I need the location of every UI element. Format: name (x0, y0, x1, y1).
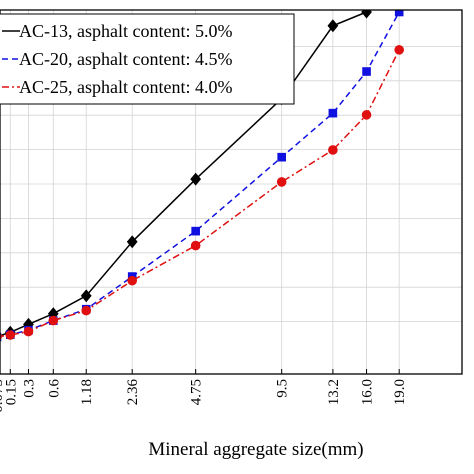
data-point (361, 10, 372, 19)
data-point (276, 177, 287, 187)
data-point (394, 10, 404, 17)
series-line (0, 49, 400, 338)
legend-entry: AC-13, asphalt content: 5.0% (2, 21, 232, 41)
legend-label: AC-20, asphalt content: 4.5% (19, 49, 232, 69)
data-point (361, 110, 372, 120)
x-tick-label: 9.5 (275, 379, 291, 398)
x-tick-label: 1.18 (79, 379, 95, 405)
legend-entry: AC-25, asphalt content: 4.0% (2, 77, 232, 97)
x-tick-label: 0.15 (3, 379, 19, 405)
data-point (328, 145, 338, 155)
x-tick-label: 0.6 (46, 379, 62, 398)
legend-box (0, 13, 295, 105)
x-tick-label: 13.2 (326, 379, 342, 405)
data-point (190, 240, 201, 251)
data-point (5, 330, 16, 340)
x-tick-label: 2.36 (125, 379, 141, 406)
data-point (190, 172, 202, 186)
x-tick-label: 16.0 (360, 379, 376, 405)
data-point (81, 305, 92, 316)
data-point (48, 315, 59, 326)
x-tick-label: 0.075 (0, 379, 6, 413)
data-point (126, 235, 138, 249)
data-point (80, 289, 92, 303)
x-tick-label: 19.0 (392, 379, 408, 405)
data-point (277, 152, 286, 162)
plot-frame (0, 9, 463, 375)
data-point (23, 326, 34, 337)
legend-label: AC-25, asphalt content: 4.0% (19, 77, 232, 97)
x-axis-title: Mineral aggregate size(mm) (148, 439, 363, 460)
legend-entry: AC-20, asphalt content: 4.5% (2, 49, 232, 69)
legend-label: AC-13, asphalt content: 5.0% (19, 21, 232, 41)
legend: AC-13, asphalt content: 5.0% AC-20, aspha… (0, 13, 295, 105)
data-point (394, 45, 404, 55)
data-point (127, 275, 138, 286)
x-tick-label: 0.3 (21, 379, 37, 398)
series-line (0, 11, 367, 337)
series-3 (0, 45, 404, 341)
data-point (327, 19, 339, 33)
x-tick-label: 4.75 (189, 379, 205, 405)
data-point (362, 67, 371, 76)
data-point (191, 226, 200, 236)
data-point (328, 108, 338, 118)
